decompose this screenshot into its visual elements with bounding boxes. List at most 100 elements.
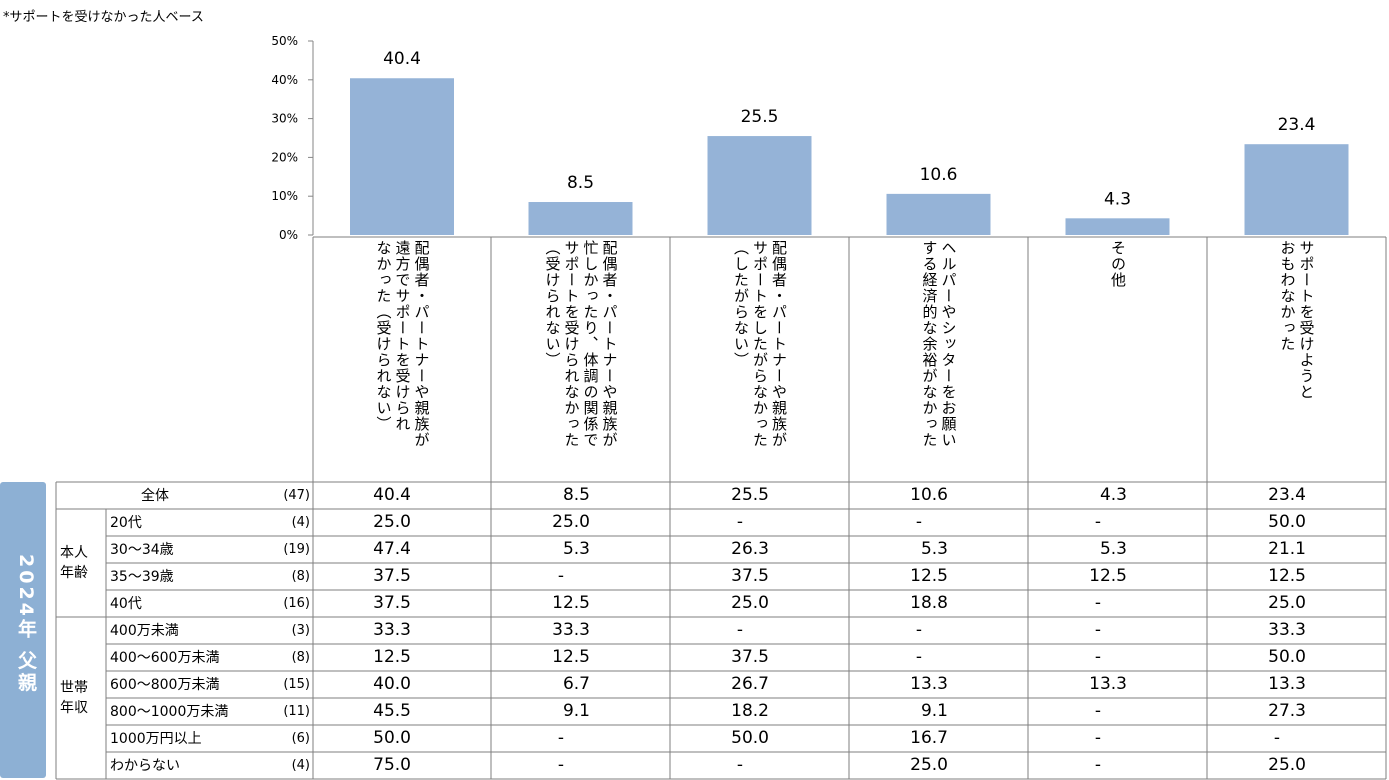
table-cell-value: - <box>1273 727 1280 748</box>
row-n-label: (4) <box>291 514 310 530</box>
row-n-label: (6) <box>291 730 310 746</box>
row-n-label: (8) <box>291 649 310 665</box>
row-n-label: (47) <box>283 487 310 503</box>
table-cell-value: 33.3 <box>552 619 590 640</box>
table-cell-value: - <box>736 754 743 775</box>
side-title-panel: 2024年 父親 <box>0 482 46 778</box>
row-label: 400万未満 <box>110 622 179 639</box>
table-cell-value: 25.5 <box>731 484 769 505</box>
table-cell-value: - <box>1094 592 1101 613</box>
table-cell-value: 23.4 <box>1268 484 1306 505</box>
table-cell-value: 50.0 <box>1268 511 1306 532</box>
table-cell-value: 10.6 <box>910 484 948 505</box>
bar-value-label: 10.6 <box>920 165 958 185</box>
category-label-line: その他 <box>1109 240 1127 288</box>
bar <box>528 202 633 235</box>
row-label: 400～600万未満 <box>110 649 220 666</box>
table-cell-value: 9.1 <box>920 700 948 721</box>
category-label-line: おもわなかった <box>1278 240 1297 352</box>
category-label-line: 忙しかったり、体調の関係で <box>581 240 600 448</box>
table-cell-value: - <box>1094 646 1101 667</box>
table-cell-value: 40.4 <box>373 484 411 505</box>
group-label-line: 本人 <box>60 545 88 561</box>
row-label: 1000万円以上 <box>110 730 202 747</box>
category-label-line: ヘルパーやシッターをお願い <box>939 240 958 448</box>
table-cell-value: 50.0 <box>731 727 769 748</box>
table-cell-value: 25.0 <box>1268 754 1306 775</box>
bar <box>707 136 812 235</box>
category-label-line: サポートを受けようと <box>1297 240 1316 400</box>
table-cell-value: 12.5 <box>910 565 948 586</box>
table-cell-value: 5.3 <box>1099 538 1127 559</box>
category-label-line: 配偶者・パートナーや親族が <box>600 240 619 448</box>
table-cell-value: - <box>736 511 743 532</box>
table-cell-value: - <box>1094 700 1101 721</box>
table-cell-value: 16.7 <box>910 727 948 748</box>
row-n-label: (4) <box>291 757 310 773</box>
base-note: *サポートを受けなかった人ベース <box>3 10 204 25</box>
table-cell-value: 5.3 <box>562 538 590 559</box>
table-cell-value: 12.5 <box>1268 565 1306 586</box>
table-cell-value: 37.5 <box>731 565 769 586</box>
category-label: その他 <box>1108 240 1127 478</box>
row-label: わからない <box>110 757 180 774</box>
table-cell-value: 6.7 <box>562 673 590 694</box>
table-cell-value: - <box>1094 619 1101 640</box>
y-tick-label: 40% <box>271 73 298 87</box>
category-label-line: サポートをしたがらなかった <box>751 240 769 448</box>
side-title: 2024年 父親 <box>15 554 37 695</box>
table-cell-value: 25.0 <box>373 511 411 532</box>
category-label: 配偶者・パートナーや親族が 遠方でサポートを受けられ なかった（受けられない） <box>374 240 431 478</box>
table-cell-value: 26.7 <box>731 673 769 694</box>
table-cell-value: 37.5 <box>373 592 411 613</box>
row-label: 600～800万未満 <box>110 676 220 693</box>
bar-value-label: 40.4 <box>383 49 421 69</box>
table-cell-value: 50.0 <box>373 727 411 748</box>
table-cell-value: 4.3 <box>1099 484 1127 505</box>
table-cell-value: - <box>557 727 564 748</box>
bar-value-label: 25.5 <box>741 107 779 127</box>
row-label: 20代 <box>110 514 142 531</box>
group-label: 本人 年齢 <box>60 543 88 583</box>
table-cell-value: 33.3 <box>373 619 411 640</box>
category-label: ヘルパーやシッターをお願い する経済的な余裕がなかった <box>920 240 958 478</box>
table-cell-value: 12.5 <box>373 646 411 667</box>
row-label: 30～34歳 <box>110 541 174 558</box>
category-label-line: （したがらない） <box>732 240 750 368</box>
table-cell-value: 25.0 <box>731 592 769 613</box>
table-cell-value: - <box>557 565 564 586</box>
row-n-label: (15) <box>283 676 310 692</box>
y-tick-label: 20% <box>271 150 298 164</box>
table-cell-value: 50.0 <box>1268 646 1306 667</box>
table-cell-value: 18.2 <box>731 700 769 721</box>
group-label-line: 年収 <box>60 700 88 716</box>
row-label: 40代 <box>110 595 142 612</box>
bar-value-label: 4.3 <box>1104 189 1131 209</box>
table-cell-value: 27.3 <box>1268 700 1306 721</box>
group-label-line: 世帯 <box>60 680 88 696</box>
bar-value-label: 23.4 <box>1278 115 1316 135</box>
category-label: サポートを受けようと おもわなかった <box>1278 240 1316 478</box>
y-tick-label: 10% <box>271 189 298 203</box>
table-cell-value: 26.3 <box>731 538 769 559</box>
bar <box>350 78 454 235</box>
bar <box>886 193 991 235</box>
bar <box>1244 144 1349 235</box>
group-label: 世帯 年収 <box>60 678 88 718</box>
table-cell-value: - <box>1094 511 1101 532</box>
table-cell-value: - <box>915 511 922 532</box>
category-label-line: なかった（受けられない） <box>374 240 393 432</box>
table-cell-value: 18.8 <box>910 592 948 613</box>
row-n-label: (3) <box>291 622 310 638</box>
table-cell-value: 40.0 <box>373 673 411 694</box>
y-tick-label: 30% <box>271 112 298 126</box>
category-label-line: 配偶者・パートナーや親族が <box>770 240 788 448</box>
table-cell-value: 9.1 <box>562 700 590 721</box>
table-cell-value: 25.0 <box>552 511 590 532</box>
bar-value-label: 8.5 <box>567 173 594 193</box>
table-cell-value: 37.5 <box>373 565 411 586</box>
row-label: 35～39歳 <box>110 568 174 585</box>
table-cell-value: - <box>557 754 564 775</box>
table-cell-value: 12.5 <box>1089 565 1127 586</box>
table-cell-value: 8.5 <box>562 484 590 505</box>
